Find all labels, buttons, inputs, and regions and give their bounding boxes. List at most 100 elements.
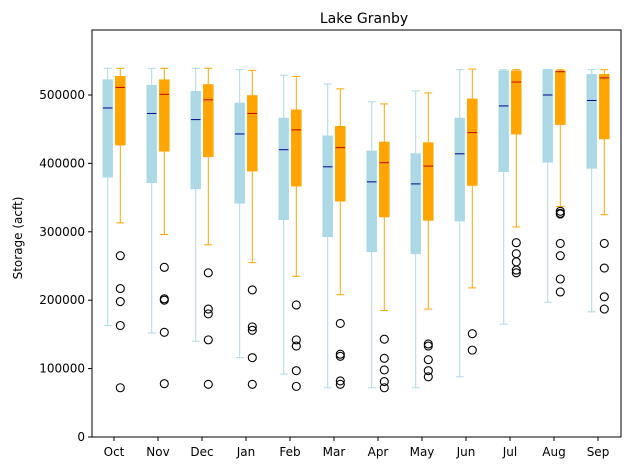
y-tick-label: 0 [77, 430, 85, 444]
plot-area: 0 100000 200000 300000 400000 500000 Oct Nov Dec… [39, 67, 610, 459]
x-tick-label: May [410, 445, 435, 459]
x-tick-label: Mar [323, 445, 346, 459]
box-body [498, 70, 509, 173]
x-tick-label: Oct [104, 445, 125, 459]
outlier-point [203, 304, 213, 314]
outlier-point [599, 304, 609, 314]
outlier-point [291, 341, 301, 351]
outlier-point [379, 383, 389, 393]
outlier-point [511, 268, 521, 278]
y-tick-label: 100000 [39, 362, 85, 376]
outlier-point [203, 379, 213, 389]
box-body [203, 84, 214, 158]
outlier-point [555, 251, 565, 261]
box-body [410, 153, 421, 255]
outlier-point [115, 320, 125, 331]
axes-frame [91, 29, 622, 438]
y-tick-label: 500000 [39, 88, 85, 102]
outlier-point [335, 376, 345, 386]
outlier-point [115, 251, 125, 261]
box-body [423, 142, 434, 221]
x-tick-label: Jul [502, 445, 517, 459]
box-body [146, 84, 157, 184]
outlier-point [335, 379, 345, 389]
y-axis-label: Storage (acft) [11, 197, 25, 280]
box-body [599, 73, 610, 140]
outlier-point [247, 285, 257, 295]
outlier-point [511, 249, 521, 259]
x-tick-label: Sep [587, 445, 610, 459]
box-body [159, 79, 170, 152]
outlier-point [379, 353, 389, 363]
outlier-point [159, 295, 169, 305]
outlier-point [423, 341, 433, 351]
outlier-point [467, 329, 477, 339]
box-body [586, 73, 597, 169]
outlier-point [203, 268, 213, 278]
outlier-point [291, 381, 301, 391]
box-body [454, 117, 465, 222]
outlier-point [291, 335, 301, 345]
x-tick-label: Aug [542, 445, 565, 459]
outlier-point [555, 238, 565, 248]
outlier-point [203, 335, 213, 345]
x-tick-label: Jan [236, 445, 256, 459]
outlier-point [247, 325, 257, 335]
outlier-point [115, 297, 125, 307]
outlier-point [423, 355, 433, 365]
outlier-point [599, 292, 609, 302]
outlier-point [335, 351, 345, 361]
outlier-point [291, 300, 301, 310]
y-tick-label: 400000 [39, 156, 85, 170]
outlier-point [511, 265, 521, 275]
outlier-point [247, 322, 257, 332]
x-tick-label: Apr [368, 445, 389, 459]
outlier-point [203, 309, 213, 319]
box-body [335, 125, 346, 202]
box-body [115, 76, 126, 146]
outlier-point [159, 327, 169, 337]
outlier-point [379, 365, 389, 375]
box-body [542, 69, 553, 163]
outlier-point [423, 372, 433, 382]
outlier-point [159, 262, 169, 272]
outlier-point [115, 383, 125, 393]
outlier-point [599, 238, 609, 248]
box-body [511, 70, 522, 135]
outlier-point [247, 379, 257, 389]
outlier-point [379, 334, 389, 344]
box-body [278, 117, 289, 220]
outlier-point [115, 284, 125, 294]
outlier-point [159, 379, 169, 389]
box-body [322, 135, 333, 238]
outlier-point [511, 238, 521, 248]
box-body [366, 150, 377, 253]
outlier-point [467, 345, 477, 355]
chart-title: Lake Granby [320, 11, 408, 27]
outlier-point [599, 263, 609, 273]
box-body [234, 102, 245, 204]
y-tick-label: 200000 [39, 293, 85, 307]
box-body [247, 95, 258, 172]
box-body [190, 91, 201, 190]
outlier-point [555, 209, 565, 219]
outlier-point [335, 318, 345, 329]
outlier-point [555, 287, 565, 297]
box-body [102, 79, 113, 178]
outlier-point [423, 366, 433, 376]
x-tick-label: Jun [456, 445, 476, 459]
y-tick-label: 300000 [39, 225, 85, 239]
outlier-point [511, 257, 521, 267]
x-tick-label: Feb [279, 445, 300, 459]
x-tick-label: Dec [190, 445, 213, 459]
box-body [555, 70, 566, 125]
box-body [467, 98, 478, 186]
outlier-point [555, 274, 565, 284]
box-body [291, 109, 302, 187]
outlier-point [247, 353, 257, 363]
outlier-point [379, 377, 389, 387]
x-tick-label: Nov [146, 445, 169, 459]
outlier-point [291, 366, 301, 376]
box-body [379, 141, 390, 218]
